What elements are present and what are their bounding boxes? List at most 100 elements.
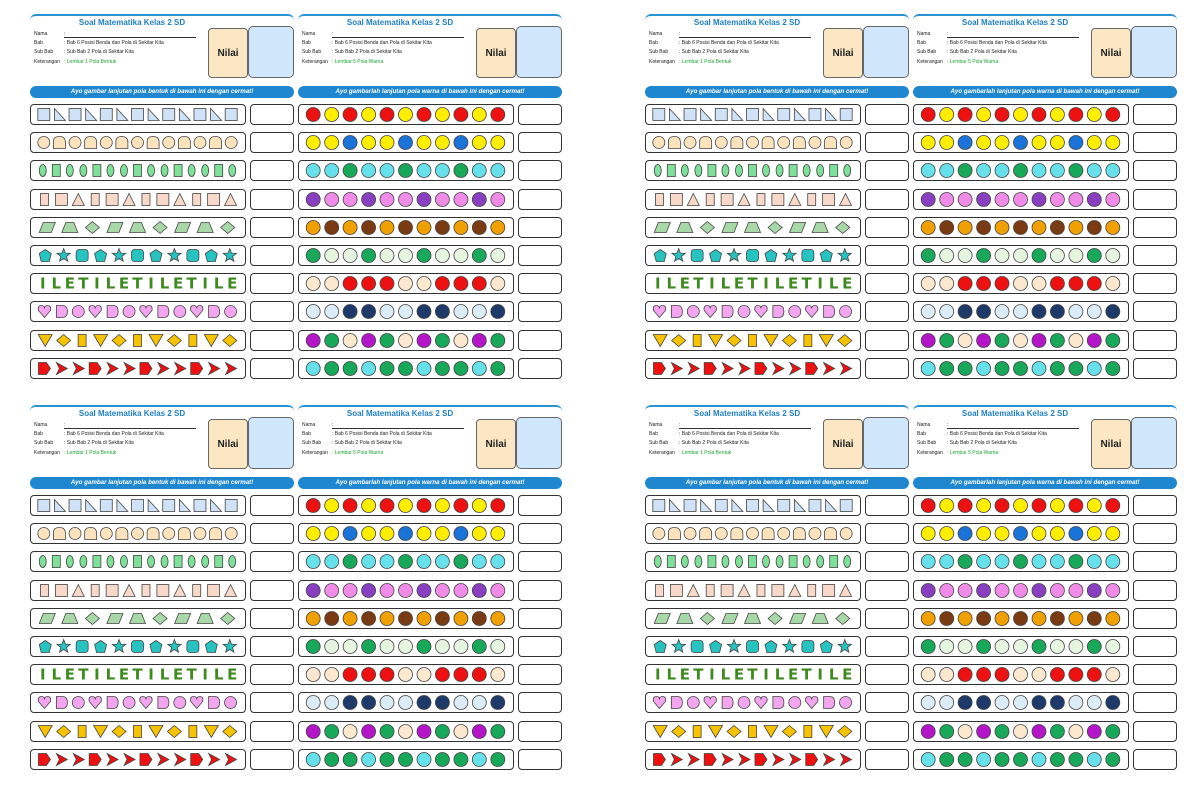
answer-box[interactable] bbox=[250, 329, 294, 351]
answer-box[interactable] bbox=[865, 495, 909, 516]
answer-box[interactable] bbox=[518, 357, 562, 379]
answer-box[interactable] bbox=[250, 720, 294, 742]
answer-box[interactable] bbox=[865, 692, 909, 714]
field-value[interactable]: : bbox=[332, 422, 464, 429]
answer-box[interactable] bbox=[250, 607, 294, 629]
answer-box[interactable] bbox=[250, 216, 294, 238]
answer-box[interactable] bbox=[865, 329, 909, 351]
answer-box[interactable] bbox=[1133, 579, 1177, 601]
answer-box[interactable] bbox=[518, 301, 562, 323]
answer-box[interactable] bbox=[865, 216, 909, 238]
score-box[interactable] bbox=[248, 417, 294, 469]
answer-box[interactable] bbox=[518, 636, 562, 657]
answer-box[interactable] bbox=[865, 607, 909, 629]
answer-box[interactable] bbox=[1133, 607, 1177, 629]
score-box[interactable] bbox=[516, 417, 562, 469]
score-box[interactable] bbox=[1131, 26, 1177, 78]
answer-box[interactable] bbox=[250, 301, 294, 323]
answer-box[interactable] bbox=[1133, 551, 1177, 573]
answer-box[interactable] bbox=[250, 132, 294, 154]
answer-box[interactable] bbox=[865, 523, 909, 545]
answer-box[interactable] bbox=[865, 273, 909, 295]
answer-box[interactable] bbox=[1133, 188, 1177, 210]
score-box[interactable] bbox=[248, 26, 294, 78]
answer-box[interactable] bbox=[250, 188, 294, 210]
answer-box[interactable] bbox=[1133, 720, 1177, 742]
answer-box[interactable] bbox=[1133, 160, 1177, 182]
answer-box[interactable] bbox=[865, 748, 909, 770]
answer-box[interactable] bbox=[518, 523, 562, 545]
score-box[interactable] bbox=[863, 417, 909, 469]
answer-box[interactable] bbox=[865, 636, 909, 657]
score-box[interactable] bbox=[863, 26, 909, 78]
answer-box[interactable] bbox=[250, 104, 294, 125]
answer-box[interactable] bbox=[518, 160, 562, 182]
answer-box[interactable] bbox=[865, 245, 909, 266]
answer-box[interactable] bbox=[1133, 523, 1177, 545]
answer-box[interactable] bbox=[1133, 216, 1177, 238]
field-value[interactable]: : bbox=[679, 422, 811, 429]
answer-box[interactable] bbox=[1133, 692, 1177, 714]
answer-box[interactable] bbox=[518, 245, 562, 266]
score-box[interactable] bbox=[516, 26, 562, 78]
pattern-shape: L bbox=[775, 275, 785, 292]
field-value[interactable]: : bbox=[64, 422, 196, 429]
answer-box[interactable] bbox=[1133, 245, 1177, 266]
answer-box[interactable] bbox=[1133, 664, 1177, 686]
field-value[interactable]: : bbox=[332, 31, 464, 38]
answer-box[interactable] bbox=[518, 664, 562, 686]
answer-box[interactable] bbox=[1133, 329, 1177, 351]
answer-box[interactable] bbox=[518, 495, 562, 516]
answer-box[interactable] bbox=[518, 551, 562, 573]
answer-box[interactable] bbox=[518, 329, 562, 351]
answer-box[interactable] bbox=[250, 160, 294, 182]
answer-box[interactable] bbox=[865, 132, 909, 154]
pattern-shape bbox=[128, 612, 147, 624]
answer-box[interactable] bbox=[865, 664, 909, 686]
answer-box[interactable] bbox=[865, 301, 909, 323]
answer-box[interactable] bbox=[865, 357, 909, 379]
field-value[interactable]: : bbox=[947, 422, 1079, 429]
answer-box[interactable] bbox=[250, 273, 294, 295]
answer-box[interactable] bbox=[518, 132, 562, 154]
answer-box[interactable] bbox=[1133, 636, 1177, 657]
answer-box[interactable] bbox=[518, 692, 562, 714]
field-value[interactable]: : bbox=[64, 31, 196, 38]
field-value[interactable]: : bbox=[947, 31, 1079, 38]
answer-box[interactable] bbox=[1133, 357, 1177, 379]
score-box[interactable] bbox=[1131, 417, 1177, 469]
answer-box[interactable] bbox=[518, 216, 562, 238]
pattern-row bbox=[298, 579, 562, 601]
answer-box[interactable] bbox=[250, 357, 294, 379]
answer-box[interactable] bbox=[250, 523, 294, 545]
answer-box[interactable] bbox=[250, 551, 294, 573]
answer-box[interactable] bbox=[518, 104, 562, 125]
answer-box[interactable] bbox=[250, 245, 294, 266]
answer-box[interactable] bbox=[518, 720, 562, 742]
answer-box[interactable] bbox=[250, 692, 294, 714]
answer-box[interactable] bbox=[1133, 104, 1177, 125]
answer-box[interactable] bbox=[518, 579, 562, 601]
answer-box[interactable] bbox=[865, 188, 909, 210]
answer-box[interactable] bbox=[250, 664, 294, 686]
answer-box[interactable] bbox=[865, 551, 909, 573]
answer-box[interactable] bbox=[865, 720, 909, 742]
answer-box[interactable] bbox=[250, 636, 294, 657]
answer-box[interactable] bbox=[518, 273, 562, 295]
answer-box[interactable] bbox=[1133, 132, 1177, 154]
answer-box[interactable] bbox=[1133, 301, 1177, 323]
answer-box[interactable] bbox=[250, 495, 294, 516]
answer-box[interactable] bbox=[865, 160, 909, 182]
answer-box[interactable] bbox=[518, 748, 562, 770]
answer-box[interactable] bbox=[1133, 273, 1177, 295]
answer-box[interactable] bbox=[1133, 495, 1177, 516]
color-dot bbox=[379, 526, 395, 542]
answer-box[interactable] bbox=[250, 748, 294, 770]
answer-box[interactable] bbox=[518, 607, 562, 629]
answer-box[interactable] bbox=[865, 579, 909, 601]
field-value[interactable]: : bbox=[679, 31, 811, 38]
answer-box[interactable] bbox=[865, 104, 909, 125]
answer-box[interactable] bbox=[1133, 748, 1177, 770]
answer-box[interactable] bbox=[250, 579, 294, 601]
answer-box[interactable] bbox=[518, 188, 562, 210]
